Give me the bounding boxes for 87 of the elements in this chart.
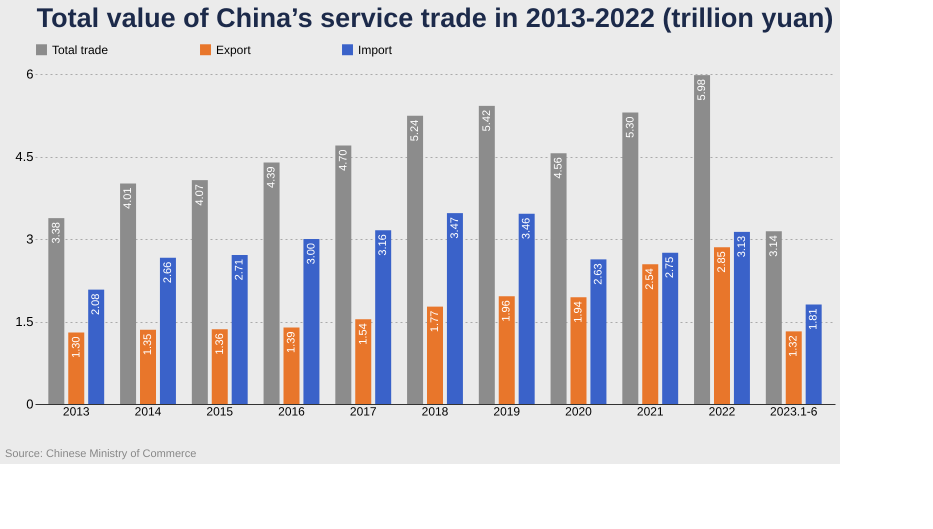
- bar: [786, 331, 802, 404]
- bar: [48, 218, 64, 404]
- text: 5.24: [409, 120, 422, 142]
- x-tick-label: 2015: [206, 404, 234, 418]
- text: 1.35: [142, 334, 154, 356]
- text: 4.56: [552, 157, 565, 179]
- text: 2.63: [592, 263, 604, 285]
- text: 5.42: [480, 110, 493, 132]
- text: 2.85: [716, 251, 728, 273]
- source-note: Source: Chinese Ministry of Commerce: [5, 448, 196, 460]
- x-tick-label: 2017: [350, 404, 377, 418]
- text: 5.98: [696, 79, 708, 101]
- bar: [264, 162, 280, 404]
- bar: [120, 183, 136, 404]
- bar: [806, 304, 822, 404]
- x-tick-label: 2018: [422, 404, 449, 418]
- bar: [714, 247, 730, 404]
- bar: [642, 264, 658, 404]
- x-tick-label: 2021: [636, 404, 664, 418]
- y-tick-label: 3: [26, 232, 34, 246]
- bar: [192, 180, 208, 404]
- text: 3.00: [305, 243, 318, 264]
- bar: [88, 290, 104, 404]
- bar: [407, 116, 424, 404]
- bar: [734, 232, 750, 404]
- text: 2.66: [162, 262, 174, 284]
- text: 3.13: [736, 236, 748, 258]
- bar: [622, 112, 638, 404]
- bar: [427, 306, 443, 404]
- bar: [550, 153, 567, 404]
- bar: [570, 297, 586, 404]
- chart-title: Total value of China’s service trade in 2013-2022 (trillion yuan): [36, 3, 834, 33]
- text: 3.16: [377, 234, 390, 256]
- bar: [694, 75, 710, 404]
- legend-label: Import: [358, 42, 393, 57]
- text: 4.07: [194, 184, 206, 206]
- x-tick-label: 2016: [278, 404, 306, 418]
- text: 1.77: [429, 310, 441, 332]
- text: 2.54: [644, 268, 656, 290]
- bar: [68, 332, 84, 404]
- text: 1.36: [214, 333, 226, 355]
- bar: [355, 319, 372, 404]
- text: 2.71: [234, 258, 246, 280]
- bar: [335, 146, 352, 404]
- bar: [212, 329, 228, 404]
- y-tick-label: 6: [26, 66, 34, 82]
- y-tick-label: 1.5: [15, 314, 34, 329]
- text: 2.08: [90, 294, 102, 316]
- text: 1.94: [572, 301, 584, 323]
- x-tick-label: 2020: [565, 404, 592, 418]
- text: 1.30: [70, 336, 82, 358]
- bar: [160, 258, 176, 404]
- text: 1.54: [357, 323, 370, 345]
- text: 1.32: [788, 335, 800, 357]
- x-tick-label: 2014: [134, 404, 162, 418]
- text: 4.01: [122, 187, 134, 209]
- bar: [766, 231, 782, 404]
- x-tick-label: 2022: [708, 404, 736, 418]
- y-tick-label: 0: [26, 396, 34, 412]
- bar: [284, 328, 300, 404]
- legend-label: Total trade: [52, 42, 108, 57]
- bar: [375, 230, 392, 404]
- text: 1.96: [500, 300, 513, 322]
- bar: [232, 254, 248, 404]
- bar: [662, 252, 678, 404]
- bar: [498, 296, 515, 404]
- bar: [590, 259, 606, 404]
- y-tick-label: 4.5: [15, 149, 34, 164]
- text: 1.81: [808, 308, 820, 330]
- text: 5.30: [624, 116, 636, 138]
- text: 3.46: [520, 218, 533, 240]
- text: 3.47: [448, 217, 461, 239]
- bar: [446, 213, 463, 404]
- bar: [518, 214, 535, 404]
- bar: [140, 330, 156, 404]
- text: 1.39: [286, 332, 298, 353]
- legend-label: Export: [216, 42, 252, 57]
- text: 4.70: [337, 150, 350, 171]
- text: 2.75: [664, 256, 676, 278]
- x-tick-label: 2023.1-6: [770, 404, 818, 418]
- x-tick-label: 2019: [493, 404, 520, 418]
- text: 3.14: [768, 235, 780, 257]
- x-tick-label: 2013: [62, 404, 90, 418]
- bar: [303, 239, 320, 404]
- text: 4.39: [266, 166, 278, 188]
- bar: [478, 106, 495, 404]
- text: 3.38: [50, 222, 62, 244]
